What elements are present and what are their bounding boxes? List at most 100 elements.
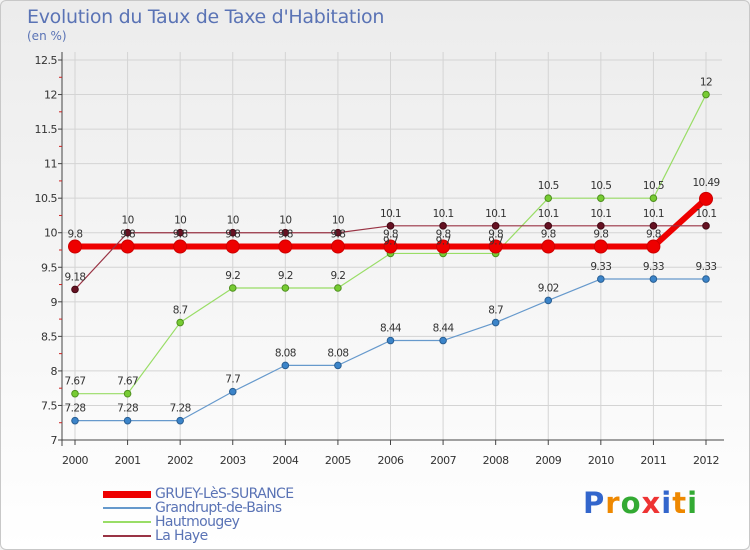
data-point-2 <box>334 284 342 292</box>
legend-label-gruey: GRUEY-LèS-SURANCE <box>155 486 294 502</box>
y-tick-label: 12.5 <box>35 54 58 67</box>
y-tick-label: 7.5 <box>41 399 57 412</box>
data-point-0 <box>173 239 188 254</box>
y-tick-label: 11.5 <box>35 123 58 136</box>
chart-title: Evolution du Taux de Taxe d'Habitation <box>27 6 385 28</box>
data-label-0: 9.8 <box>436 229 451 241</box>
data-point-3 <box>597 222 605 230</box>
x-tick-label: 2003 <box>220 454 246 467</box>
data-point-3 <box>702 222 710 230</box>
data-label-2: 7.67 <box>117 376 138 388</box>
data-label-3: 10 <box>121 215 133 227</box>
data-label-0: 9.8 <box>593 229 608 241</box>
data-point-3 <box>649 222 658 230</box>
x-tick-label: 2004 <box>272 454 298 467</box>
data-label-2: 9.7 <box>383 235 398 247</box>
data-label-3: 10.1 <box>643 208 664 220</box>
data-point-1 <box>228 387 237 396</box>
y-tick-label: 11 <box>44 158 57 171</box>
data-point-0 <box>278 239 293 254</box>
data-label-2: 8.7 <box>173 305 188 317</box>
data-point-1 <box>71 416 79 425</box>
data-point-0 <box>699 191 713 206</box>
data-label-1: 9.02 <box>538 282 559 294</box>
data-label-0: 9.8 <box>330 229 345 241</box>
data-label-2: 9.2 <box>278 270 293 282</box>
x-tick-label: 2002 <box>167 454 193 467</box>
y-tick-label: 8 <box>51 365 58 378</box>
data-point-3 <box>228 228 237 237</box>
data-point-2 <box>228 284 237 292</box>
data-point-2 <box>176 318 184 327</box>
data-point-1 <box>597 275 605 283</box>
data-label-2: 10.5 <box>538 180 559 192</box>
legend-swatch-lahaye <box>103 535 151 537</box>
data-label-3: 9.18 <box>65 271 86 283</box>
data-label-0: 10.49 <box>692 177 719 189</box>
data-point-2 <box>702 90 710 99</box>
data-point-0 <box>225 239 240 254</box>
data-label-3: 10 <box>227 215 239 227</box>
data-label-0: 9.8 <box>646 229 661 241</box>
data-point-3 <box>176 228 184 237</box>
data-label-1: 7.7 <box>225 374 240 386</box>
data-label-3: 10.1 <box>538 208 559 220</box>
legend-item-lahaye: La Haye <box>103 528 208 544</box>
logo-letter: P <box>583 486 606 520</box>
data-label-1: 8.44 <box>380 323 402 335</box>
proxiti-logo: Proxiti <box>583 486 698 520</box>
data-label-2: 7.67 <box>65 376 86 388</box>
logo-letter: t <box>672 486 688 520</box>
x-tick-label: 2010 <box>588 454 614 467</box>
x-tick-label: 2005 <box>325 454 351 467</box>
data-label-1: 8.08 <box>327 347 348 359</box>
data-point-0 <box>68 239 82 254</box>
data-label-0: 9.8 <box>488 229 503 241</box>
data-label-3: 10 <box>279 215 291 227</box>
data-label-1: 7.28 <box>170 403 191 415</box>
x-tick-label: 2000 <box>62 454 88 467</box>
data-point-2 <box>71 389 79 398</box>
data-point-1 <box>386 336 395 345</box>
data-label-2: 10.5 <box>643 180 664 192</box>
x-tick-label: 2007 <box>430 454 456 467</box>
data-label-0: 9.8 <box>383 229 398 241</box>
data-point-0 <box>541 239 556 254</box>
data-point-1 <box>491 318 500 327</box>
legend-swatch-gruey <box>103 490 151 498</box>
legend-item-hautmougey: Hautmougey <box>103 514 240 530</box>
data-point-1 <box>439 336 447 345</box>
legend-item-gruey: GRUEY-LèS-SURANCE <box>103 486 294 502</box>
data-label-3: 10.1 <box>590 208 611 220</box>
data-label-1: 7.28 <box>65 403 86 415</box>
data-point-0 <box>330 239 345 254</box>
data-point-0 <box>488 239 503 254</box>
data-point-2 <box>123 389 132 398</box>
data-point-0 <box>593 239 608 254</box>
data-label-1: 9.33 <box>643 261 664 273</box>
data-label-3: 10.1 <box>380 208 401 220</box>
data-point-3 <box>544 222 553 230</box>
data-label-2: 9.2 <box>225 270 240 282</box>
data-point-3 <box>491 222 500 230</box>
y-tick-label: 9 <box>51 296 58 309</box>
x-tick-label: 2006 <box>378 454 404 467</box>
x-tick-label: 2008 <box>483 454 509 467</box>
y-tick-label: 9.5 <box>41 261 57 274</box>
y-tick-label: 10 <box>44 227 57 240</box>
data-point-1 <box>281 361 290 370</box>
data-point-2 <box>544 194 553 202</box>
data-point-2 <box>281 284 290 292</box>
logo-letter: r <box>605 486 621 520</box>
data-point-3 <box>123 228 132 237</box>
data-point-0 <box>383 239 398 254</box>
data-label-3: 10.1 <box>696 208 717 220</box>
chart-unit-label: (en %) <box>27 29 67 43</box>
data-point-2 <box>649 194 658 202</box>
data-point-3 <box>439 222 447 230</box>
data-label-2: 10.5 <box>590 180 611 192</box>
data-label-1: 8.7 <box>488 305 503 317</box>
data-label-0: 9.8 <box>541 229 556 241</box>
data-point-1 <box>334 361 342 370</box>
